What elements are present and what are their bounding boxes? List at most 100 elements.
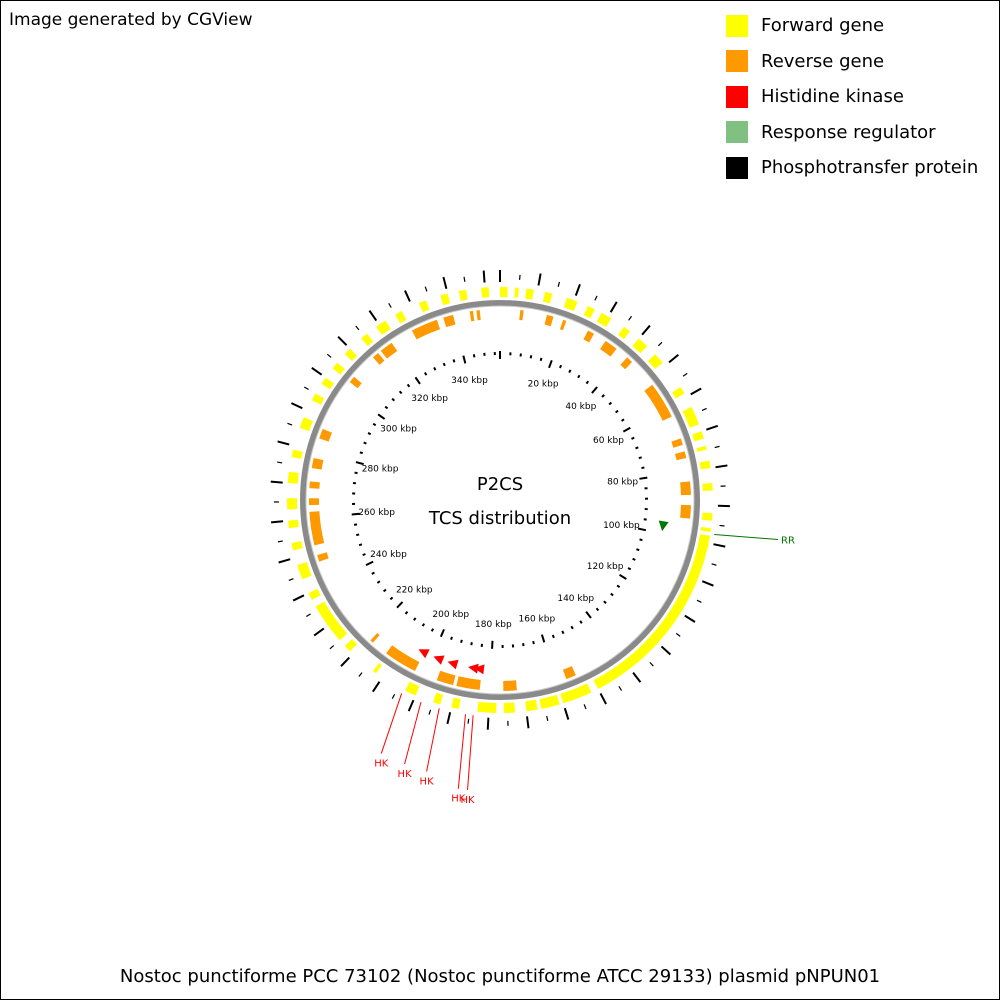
legend-label-histidine-kinase: Histidine kinase [761, 86, 904, 108]
forward-gene [514, 287, 519, 298]
legend-label-reverse-gene: Reverse gene [761, 50, 885, 72]
legend-item-reverse-gene: Reverse gene [726, 44, 978, 80]
outer-tick [701, 407, 707, 412]
annotation-label: HK [460, 795, 475, 806]
outer-tick [537, 273, 542, 286]
inner-minor-tick [452, 359, 456, 363]
inner-major-tick [548, 359, 553, 369]
annotation-leader [457, 714, 466, 789]
outer-tick [628, 315, 633, 321]
outer-tick [668, 354, 679, 364]
inner-major-tick [365, 560, 374, 567]
outer-tick [463, 276, 466, 282]
inner-minor-tick [413, 617, 417, 621]
inner-minor-tick [641, 466, 645, 470]
forward-gene [596, 312, 612, 327]
inner-major-tick [637, 527, 647, 532]
plasmid-caption: Nostoc punctiforme PCC 73102 (Nostoc pun… [119, 966, 881, 987]
inner-minor-tick [579, 620, 583, 624]
inner-major-tick [396, 601, 404, 609]
tick-labels: 20 kbp 40 kbp 60 kbp 80 kbp 100 kbp 120 kbp 14… [358, 376, 640, 630]
legend-swatch-forward-gene [726, 14, 748, 37]
forward-gene [563, 297, 578, 311]
forward-gene [542, 291, 553, 304]
outer-tick [467, 718, 470, 724]
forward-gene [500, 287, 508, 298]
inner-minor-tick [551, 634, 555, 639]
tick-label: 120 kbp [587, 562, 624, 572]
reverse-gene [380, 342, 398, 359]
legend-item-response-regulator: Response regulator [726, 115, 978, 151]
inner-minor-tick [363, 441, 367, 445]
forward-gene [315, 601, 348, 641]
inner-minor-tick [450, 636, 453, 640]
histidine-kinase-marker [418, 649, 430, 659]
inner-minor-tick [359, 451, 364, 455]
outer-tick [446, 711, 452, 725]
outer-tick [557, 281, 561, 287]
forward-gene [481, 287, 490, 298]
inner-minor-tick [433, 367, 437, 371]
outer-tick [696, 599, 702, 603]
outer-tick [372, 681, 381, 693]
outer-tick [290, 402, 303, 410]
inner-minor-tick [398, 390, 403, 395]
inner-minor-tick [389, 596, 394, 601]
forward-gene [440, 293, 451, 306]
annotation-label: HK [451, 794, 466, 805]
outer-tick [277, 461, 283, 464]
outer-tick [391, 693, 396, 699]
inner-minor-tick [442, 362, 446, 367]
legend-label-phosphotransfer-protein: Phosphotransfer protein [761, 157, 979, 179]
inner-minor-tick [353, 523, 358, 526]
backbone-ring-highlight [305, 305, 695, 695]
annotation-label: RR [781, 536, 795, 547]
outer-tick [599, 692, 607, 705]
outer-tick [311, 366, 323, 376]
forward-gene [525, 288, 534, 300]
reverse-gene [349, 376, 362, 389]
inner-minor-tick [355, 533, 360, 537]
outer-tick [675, 632, 681, 637]
annotation-leader [404, 701, 422, 765]
forward-gene [297, 562, 312, 580]
forward-gene [702, 483, 713, 491]
forward-gene [287, 498, 298, 510]
inner-major-tick [439, 629, 445, 638]
forward-gene [539, 694, 560, 709]
forward-gene [618, 326, 631, 340]
annotation-label: HK [420, 777, 435, 788]
forward-gene [583, 306, 595, 319]
inner-minor-tick [406, 383, 411, 388]
reverse-gene [309, 511, 325, 546]
forward-gene [632, 338, 648, 354]
reverse-gene [544, 314, 554, 327]
forward-gene [405, 681, 420, 696]
forward-gene [696, 445, 707, 452]
outer-tick [690, 387, 702, 396]
outer-tick [715, 464, 728, 469]
inner-major-tick [540, 634, 546, 643]
tick-label: 340 kbp [451, 376, 488, 386]
reverse-gene [386, 645, 420, 672]
annotation-leader [467, 715, 474, 791]
legend: Forward gene Reverse gene Histidine kina… [726, 8, 978, 186]
legend-swatch-histidine-kinase [726, 85, 748, 108]
tick-label: 80 kbp [607, 477, 638, 487]
outer-tick [546, 715, 549, 722]
reverse-gene [411, 319, 441, 340]
forward-gene [525, 699, 538, 712]
outer-tick [404, 290, 411, 302]
histidine-kinase-marker [473, 664, 485, 675]
reverse-gene [469, 310, 475, 322]
tick-label: 140 kbp [557, 594, 594, 604]
forward-gene [672, 387, 685, 399]
outer-tick [424, 286, 428, 292]
cgview-credit: Image generated by CGView [9, 10, 253, 30]
inner-minor-tick [616, 584, 621, 589]
annotation-leader [714, 534, 779, 541]
forward-gene [291, 449, 303, 459]
outer-tick [287, 422, 293, 426]
inner-minor-tick [367, 432, 372, 436]
inner-major-tick [462, 355, 467, 364]
